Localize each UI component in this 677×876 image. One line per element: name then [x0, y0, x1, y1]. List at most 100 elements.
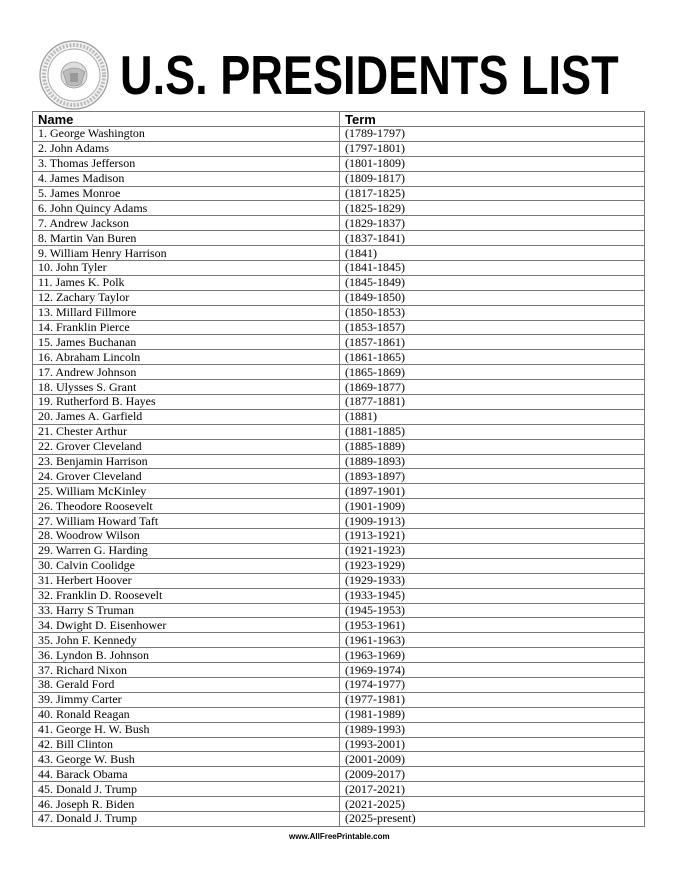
term-cell: (1865-1869) [339, 364, 645, 381]
term-cell: (1869-1877) [339, 379, 645, 396]
president-name-cell: 15. James Buchanan [32, 334, 340, 351]
table-row: 4. James Madison (1809-1817) [32, 170, 645, 187]
president-name-cell: 41. George H. W. Bush [32, 721, 340, 738]
president-name-cell: 35. John F. Kennedy [32, 632, 340, 649]
table-row: 41. George H. W. Bush (1989-1993) [32, 721, 645, 738]
term-cell: (1945-1953) [339, 602, 645, 619]
table-row: 18. Ulysses S. Grant (1869-1877) [32, 379, 645, 396]
term-cell: (2017-2021) [339, 781, 645, 798]
table-row: 23. Benjamin Harrison (1889-1893) [32, 453, 645, 470]
table-row: 26. Theodore Roosevelt (1901-1909) [32, 498, 645, 515]
table-row: 44. Barack Obama (2009-2017) [32, 766, 645, 783]
president-name-cell: 5. James Monroe [32, 185, 340, 202]
table-row: 40. Ronald Reagan (1981-1989) [32, 706, 645, 723]
president-name-cell: 6. John Quincy Adams [32, 200, 340, 217]
term-cell: (1993-2001) [339, 736, 645, 753]
table-header-row: Name Term [32, 111, 645, 127]
page-title: U.S. PRESIDENTS LIST [120, 44, 619, 106]
president-name-cell: 29. Warren G. Harding [32, 542, 340, 559]
table-row: 46. Joseph R. Biden (2021-2025) [32, 796, 645, 812]
table-row: 25. William McKinley (1897-1901) [32, 483, 645, 500]
term-cell: (1929-1933) [339, 572, 645, 589]
table-row: 8. Martin Van Buren (1837-1841) [32, 230, 645, 247]
term-cell: (1885-1889) [339, 438, 645, 455]
president-name-cell: 4. James Madison [32, 170, 340, 187]
term-cell: (1889-1893) [339, 453, 645, 470]
president-name-cell: 22. Grover Cleveland [32, 438, 340, 455]
table-row: 29. Warren G. Harding (1921-1923) [32, 542, 645, 559]
term-cell: (1953-1961) [339, 617, 645, 634]
table-row: 45. Donald J. Trump (2017-2021) [32, 781, 645, 798]
term-cell: (1897-1901) [339, 483, 645, 500]
table-row: 43. George W. Bush (2001-2009) [32, 751, 645, 768]
term-cell: (1977-1981) [339, 691, 645, 708]
president-name-cell: 3. Thomas Jefferson [32, 155, 340, 172]
president-name-cell: 38. Gerald Ford [32, 676, 340, 693]
table-row: 34. Dwight D. Eisenhower (1953-1961) [32, 617, 645, 634]
table-row: 13. Millard Fillmore (1850-1853) [32, 304, 645, 321]
president-name-cell: 26. Theodore Roosevelt [32, 498, 340, 515]
table-row: 7. Andrew Jackson (1829-1837) [32, 215, 645, 232]
term-cell: (1853-1857) [339, 319, 645, 336]
table-row: 16. Abraham Lincoln (1861-1865) [32, 349, 645, 366]
term-cell: (1849-1850) [339, 289, 645, 306]
term-cell: (1921-1923) [339, 542, 645, 559]
term-cell: (1909-1913) [339, 513, 645, 530]
table-row: 10. John Tyler (1841-1845) [32, 260, 645, 276]
term-cell: (1961-1963) [339, 632, 645, 649]
table-row: 17. Andrew Johnson (1865-1869) [32, 364, 645, 381]
president-name-cell: 30. Calvin Coolidge [32, 557, 340, 574]
president-name-cell: 28. Woodrow Wilson [32, 528, 340, 544]
president-name-cell: 13. Millard Fillmore [32, 304, 340, 321]
term-cell: (1857-1861) [339, 334, 645, 351]
president-name-cell: 34. Dwight D. Eisenhower [32, 617, 340, 634]
term-cell: (1797-1801) [339, 140, 645, 157]
term-cell: (1861-1865) [339, 349, 645, 366]
table-row: 11. James K. Polk (1845-1849) [32, 274, 645, 291]
term-cell: (1789-1797) [339, 126, 645, 142]
term-cell: (2025-present) [339, 810, 645, 827]
president-name-cell: 23. Benjamin Harrison [32, 453, 340, 470]
header-name: Name [32, 111, 340, 127]
president-name-cell: 46. Joseph R. Biden [32, 796, 340, 812]
president-name-cell: 47. Donald J. Trump [32, 810, 340, 827]
president-name-cell: 19. Rutherford B. Hayes [32, 394, 340, 410]
president-name-cell: 42. Bill Clinton [32, 736, 340, 753]
presidents-table: Name Term 1. George Washington (1789-1797… [32, 111, 645, 827]
term-cell: (2001-2009) [339, 751, 645, 768]
term-cell: (1881) [339, 408, 645, 425]
term-cell: (2009-2017) [339, 766, 645, 783]
table-row: 3. Thomas Jefferson (1801-1809) [32, 155, 645, 172]
term-cell: (1989-1993) [339, 721, 645, 738]
president-name-cell: 2. John Adams [32, 140, 340, 157]
table-row: 6. John Quincy Adams (1825-1829) [32, 200, 645, 217]
table-row: 19. Rutherford B. Hayes (1877-1881) [32, 394, 645, 410]
table-row: 9. William Henry Harrison (1841) [32, 245, 645, 262]
term-cell: (1981-1989) [339, 706, 645, 723]
term-cell: (1825-1829) [339, 200, 645, 217]
president-name-cell: 14. Franklin Pierce [32, 319, 340, 336]
term-cell: (1817-1825) [339, 185, 645, 202]
president-name-cell: 16. Abraham Lincoln [32, 349, 340, 366]
president-name-cell: 10. John Tyler [32, 260, 340, 276]
president-name-cell: 21. Chester Arthur [32, 423, 340, 440]
term-cell: (1893-1897) [339, 468, 645, 485]
term-cell: (1809-1817) [339, 170, 645, 187]
table-row: 38. Gerald Ford (1974-1977) [32, 676, 645, 693]
president-name-cell: 44. Barack Obama [32, 766, 340, 783]
president-name-cell: 1. George Washington [32, 126, 340, 142]
term-cell: (1877-1881) [339, 394, 645, 410]
term-cell: (1913-1921) [339, 528, 645, 544]
president-name-cell: 31. Herbert Hoover [32, 572, 340, 589]
table-row: 39. Jimmy Carter (1977-1981) [32, 691, 645, 708]
table-row: 31. Herbert Hoover (1929-1933) [32, 572, 645, 589]
term-cell: (1841) [339, 245, 645, 262]
president-name-cell: 40. Ronald Reagan [32, 706, 340, 723]
table-row: 28. Woodrow Wilson (1913-1921) [32, 528, 645, 544]
table-row: 37. Richard Nixon (1969-1974) [32, 662, 645, 678]
term-cell: (1837-1841) [339, 230, 645, 247]
president-name-cell: 39. Jimmy Carter [32, 691, 340, 708]
president-name-cell: 7. Andrew Jackson [32, 215, 340, 232]
president-name-cell: 27. William Howard Taft [32, 513, 340, 530]
table-row: 15. James Buchanan (1857-1861) [32, 334, 645, 351]
